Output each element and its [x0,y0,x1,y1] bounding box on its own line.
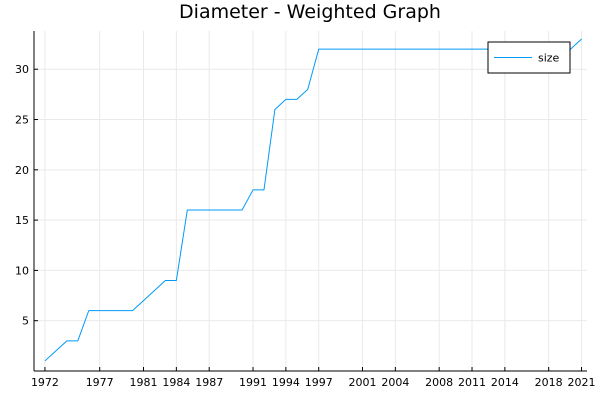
x-tick-label: 2008 [425,376,453,389]
x-tick-label: 2014 [491,376,519,389]
x-tick-label: 2001 [349,376,377,389]
y-tick-label: 20 [15,164,29,177]
axes [33,31,587,372]
tick-labels: 1972 1977 1981 1984 1987 1991 1994 1997 2001 2004… [15,63,596,389]
grid [34,31,587,371]
x-tick-label: 1981 [130,376,158,389]
chart-title: Diameter - Weighted Graph [179,1,441,23]
y-tick-label: 10 [15,264,29,277]
x-tick-label: 1977 [86,376,114,389]
y-tick-label: 5 [22,315,29,328]
legend-label-size: size [538,52,560,65]
x-tick-label: 1972 [31,376,59,389]
series-lines [44,38,582,362]
x-tick-label: 2004 [381,376,409,389]
x-tick-label: 2018 [535,376,563,389]
y-tick-label: 30 [15,63,29,76]
x-tick-label: 1984 [162,376,190,389]
x-tick-label: 1997 [305,376,333,389]
y-tick-label: 25 [15,114,29,127]
x-tick-label: 1991 [239,376,267,389]
x-tick-label: 2021 [568,376,596,389]
x-tick-label: 2011 [458,376,486,389]
legend: size [487,41,571,74]
y-tick-label: 15 [15,214,29,227]
x-tick-label: 1987 [195,376,223,389]
x-tick-label: 1994 [272,376,300,389]
series-line-size [44,38,582,362]
